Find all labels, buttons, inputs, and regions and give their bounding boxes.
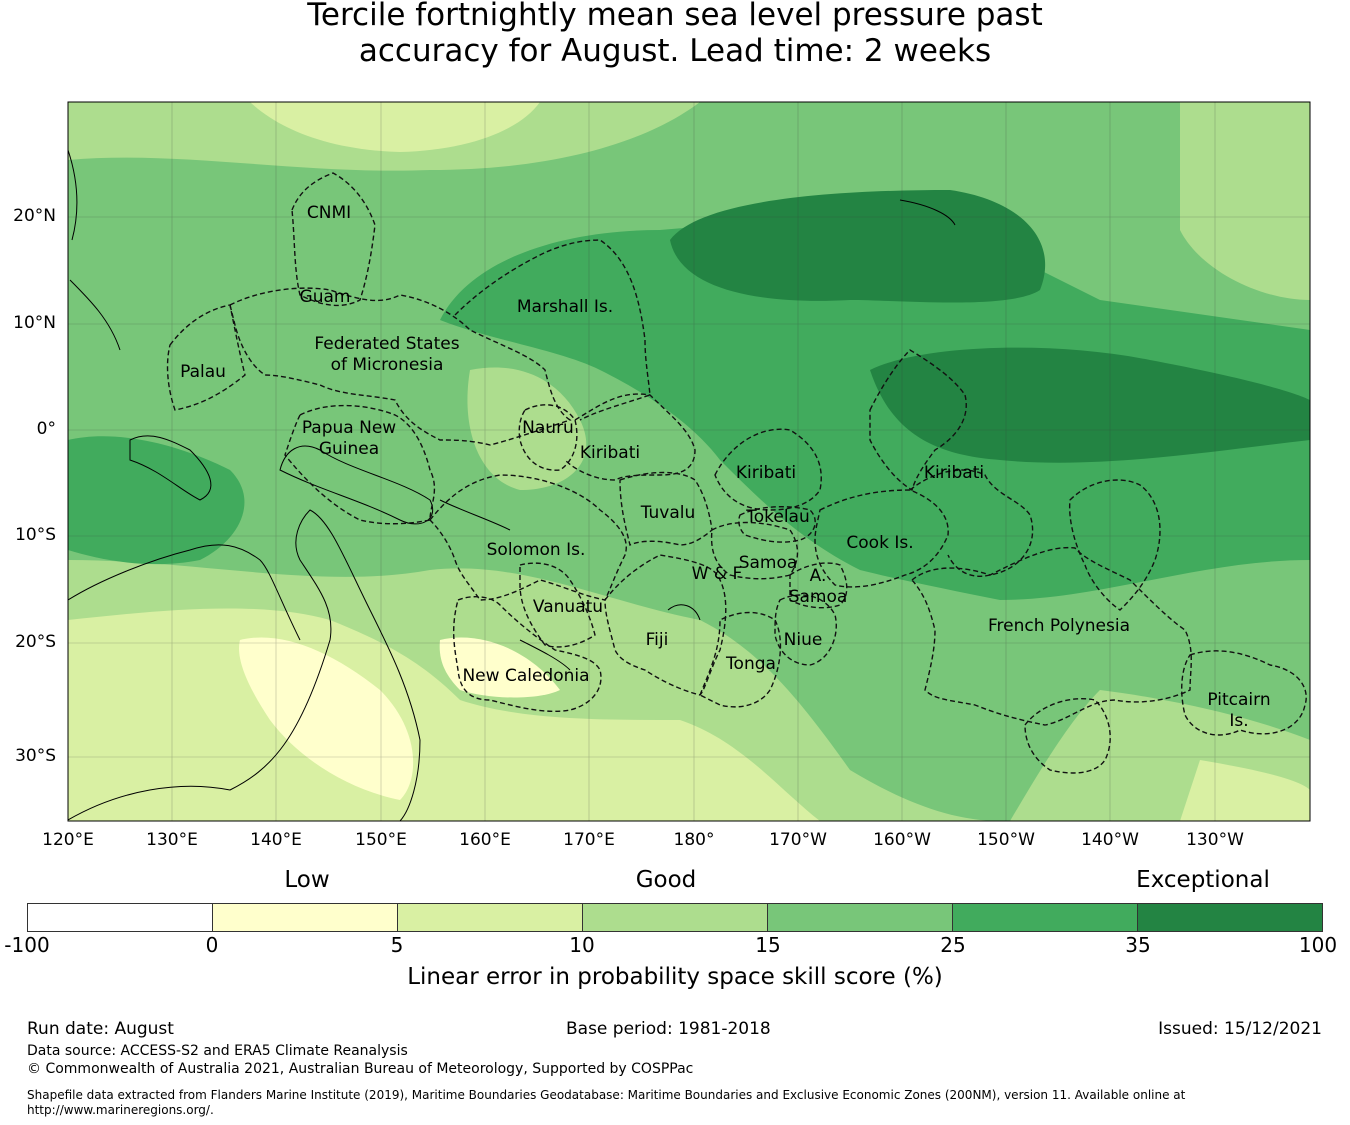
legend-category-good: Good: [635, 867, 697, 893]
data-source: Data source: ACCESS-S2 and ERA5 Climate …: [27, 1043, 408, 1059]
lat-label-10s: 10°S: [15, 525, 56, 545]
lon-label-130e: 130°E: [146, 830, 198, 850]
lon-label-150w: 150°W: [977, 830, 1035, 850]
eez-boundaries: [166, 172, 1307, 774]
title-line-2: accuracy for August. Lead time: 2 weeks: [358, 33, 992, 69]
colorbar-tick: 5: [390, 933, 404, 957]
colorbar-tick: 25: [940, 933, 966, 957]
region-label-fsm-line1: Federated States: [314, 334, 460, 354]
lon-label-130w: 130°W: [1186, 830, 1244, 850]
lon-label-120e: 120°E: [42, 830, 94, 850]
coastlines: [68, 149, 956, 821]
copyright: © Commonwealth of Australia 2021, Austra…: [27, 1061, 694, 1077]
colorbar-tick: 100: [1298, 933, 1338, 957]
region-label-kiribati-central: Kiribati: [735, 463, 797, 483]
region-label-cnmi: CNMI: [306, 203, 352, 223]
skill-field: [68, 102, 1310, 821]
region-label-cook: Cook Is.: [846, 533, 914, 553]
lat-label-0: 0°: [36, 419, 56, 439]
shapefile-credit-line2: http://www.marineregions.org/.: [27, 1103, 214, 1117]
lon-label-160e: 160°E: [459, 830, 511, 850]
colorbar-tick: 10: [569, 933, 595, 957]
colorbar-tick: 15: [755, 933, 781, 957]
region-label-png-line1: Papua New: [301, 418, 397, 438]
region-label-guam: Guam: [299, 287, 351, 307]
region-label-tokelau: Tokelau: [746, 507, 810, 527]
colorbar-segment-3: [398, 904, 583, 931]
region-label-samoa: Samoa: [738, 553, 798, 573]
region-label-png-line2: Guinea: [318, 439, 380, 459]
region-label-wallis-futuna: W & F: [691, 564, 743, 584]
region-label-fsm: Federated States of Micronesia: [314, 334, 459, 376]
region-label-pitcairn: Pitcairn Is.: [1207, 690, 1270, 732]
region-label-kiribati-west: Kiribati: [579, 443, 641, 463]
lat-label-10n: 10°N: [13, 313, 56, 333]
issued-date: Issued: 15/12/2021: [1158, 1019, 1322, 1039]
region-label-niue: Niue: [783, 630, 823, 650]
legend-category-low: Low: [284, 867, 330, 893]
lon-label-160w: 160°W: [873, 830, 931, 850]
lon-label-170w: 170°W: [769, 830, 827, 850]
region-label-new-caledonia: New Caledonia: [462, 666, 590, 686]
colorbar-tick: 0: [205, 933, 219, 957]
region-label-png: Papua New Guinea: [302, 418, 396, 460]
region-label-vanuatu: Vanuatu: [532, 597, 604, 617]
legend-category-exceptional: Exceptional: [1136, 867, 1270, 893]
region-label-pitcairn-line1: Pitcairn: [1207, 690, 1271, 710]
region-label-fiji: Fiji: [645, 630, 669, 650]
region-label-nauru: Nauru: [522, 418, 574, 438]
base-period: Base period: 1981-2018: [566, 1019, 771, 1039]
lat-label-20s: 20°S: [15, 632, 56, 652]
graticule: [68, 102, 1310, 821]
region-label-tonga: Tonga: [726, 654, 776, 674]
region-label-american-samoa-line2: Samoa: [788, 587, 848, 607]
region-label-american-samoa-line1: A.: [809, 566, 827, 586]
region-label-tuvalu: Tuvalu: [640, 503, 696, 523]
shapefile-credit-line1: Shapefile data extracted from Flanders M…: [27, 1088, 1186, 1102]
region-label-kiribati-east: Kiribati: [923, 463, 985, 483]
lon-label-150e: 150°E: [355, 830, 407, 850]
lon-label-170e: 170°E: [563, 830, 615, 850]
lon-label-180: 180°: [673, 830, 715, 850]
lon-label-140w: 140°W: [1081, 830, 1139, 850]
title-line-1: Tercile fortnightly mean sea level press…: [307, 0, 1043, 33]
colorbar-segment-7: [1138, 904, 1322, 931]
region-label-solomon: Solomon Is.: [486, 540, 586, 560]
colorbar-segment-1: [28, 904, 213, 931]
lon-label-140e: 140°E: [250, 830, 302, 850]
region-label-palau: Palau: [180, 362, 226, 382]
region-label-fsm-line2: of Micronesia: [330, 355, 444, 375]
colorbar-segment-2: [213, 904, 398, 931]
colorbar-tick: 35: [1125, 933, 1151, 957]
lat-label-20n: 20°N: [13, 206, 56, 226]
region-label-american-samoa: A. Samoa: [789, 566, 848, 608]
lat-label-30s: 30°S: [15, 746, 56, 766]
colorbar-label: Linear error in probability space skill …: [407, 964, 943, 990]
colorbar-segment-4: [583, 904, 768, 931]
region-label-french-polynesia: French Polynesia: [988, 616, 1130, 636]
colorbar-segment-6: [953, 904, 1138, 931]
colorbar-segment-5: [768, 904, 953, 931]
run-date: Run date: August: [27, 1019, 174, 1039]
region-label-marshall: Marshall Is.: [516, 297, 614, 317]
region-label-pitcairn-line2: Is.: [1229, 711, 1249, 731]
colorbar: [27, 903, 1323, 932]
colorbar-tick: -100: [4, 933, 50, 957]
